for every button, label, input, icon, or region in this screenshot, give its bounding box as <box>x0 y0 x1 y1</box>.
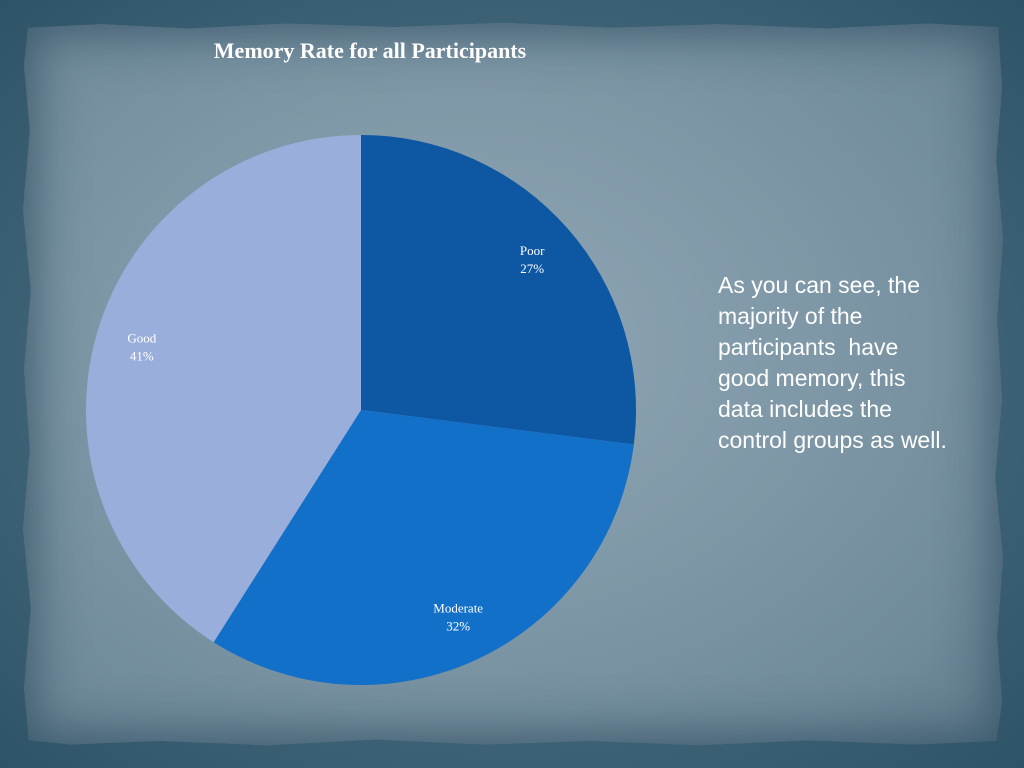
pie-label-percent: 41% <box>130 348 154 363</box>
pie-label-percent: 32% <box>446 619 470 634</box>
pie-label-moderate: Moderate 32% <box>433 601 483 634</box>
pie-slice-poor <box>361 135 636 445</box>
chart-title: Memory Rate for all Participants <box>213 38 527 63</box>
pie-label-category: Poor <box>520 243 545 258</box>
pie-label-good: Good 41% <box>127 330 156 363</box>
pie-slice-moderate <box>213 410 634 685</box>
slide-body-text: As you can see, the majority of the part… <box>718 272 947 453</box>
pie-label-percent: 27% <box>520 261 544 276</box>
pie-label-category: Good <box>127 330 156 345</box>
pie-label-category: Moderate <box>433 601 483 616</box>
pie-label-poor: Poor 27% <box>520 243 545 276</box>
pie-slice-good <box>86 135 362 643</box>
